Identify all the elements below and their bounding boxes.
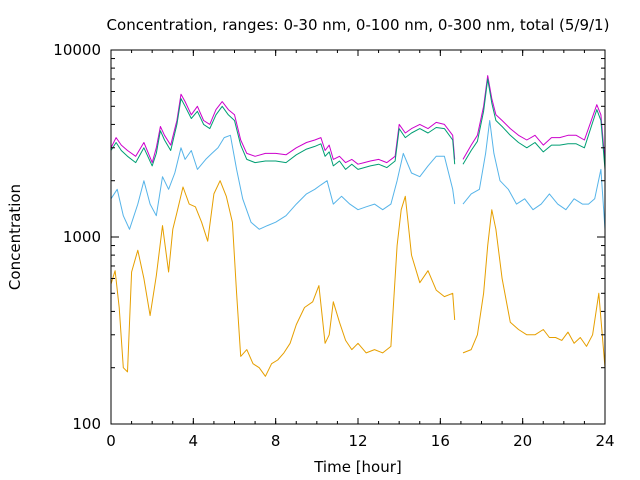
y-tick-label: 100 [72, 415, 101, 433]
series-line-3 [110, 120, 606, 230]
y-tick-label: 10000 [53, 41, 101, 59]
x-axis-label: Time [hour] [313, 458, 402, 476]
x-tick-label: 20 [513, 432, 532, 450]
x-tick-label: 8 [271, 432, 281, 450]
y-tick-label: 1000 [63, 228, 101, 246]
y-axis-label: Concentration [6, 184, 24, 290]
axis-layer: 0 4 8 12 16 20 24 100 1000 10000 [53, 41, 614, 450]
x-tick-label: 4 [189, 432, 199, 450]
x-tick-label: 24 [595, 432, 614, 450]
x-tick-label: 0 [106, 432, 116, 450]
series-line-4 [110, 180, 606, 377]
chart-title: Concentration, ranges: 0-30 nm, 0-100 nm… [107, 16, 610, 34]
x-tick-label: 16 [431, 432, 450, 450]
series-line-2 [110, 78, 606, 170]
plot-frame [110, 49, 606, 425]
x-tick-label: 12 [348, 432, 367, 450]
series-line-1 [110, 75, 606, 165]
series-layer [110, 75, 606, 377]
